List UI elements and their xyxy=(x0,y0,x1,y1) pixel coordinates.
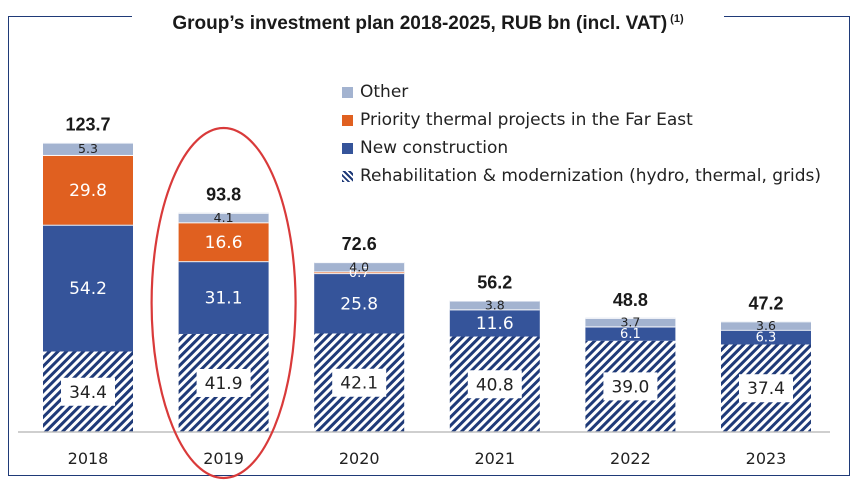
value-label-new_construction-2023: 6.3 xyxy=(756,331,777,346)
bar-segment-other-2020 xyxy=(314,262,405,272)
value-label-rehab-2021: 40.8 xyxy=(476,375,514,395)
total-label-2019: 93.8 xyxy=(206,185,241,205)
segment-divider-other-2021 xyxy=(449,300,540,302)
segment-divider-new_construction-2022 xyxy=(585,326,676,328)
legend-item-new-construction: New construction xyxy=(342,134,821,162)
value-label-far_east-2020: 0.7 xyxy=(349,266,370,281)
value-label-box-rehab-2019 xyxy=(196,368,251,397)
bar-segment-other-2022 xyxy=(585,317,676,327)
value-label-rehab-2018: 34.4 xyxy=(69,383,107,403)
legend-label-rehab: Rehabilitation & modernization (hydro, t… xyxy=(360,166,822,186)
title-footnote-mark: (1) xyxy=(670,13,684,25)
total-label-2018: 123.7 xyxy=(65,115,110,135)
bar-segment-other-2023 xyxy=(721,321,811,330)
legend-item-other: Other xyxy=(342,78,821,106)
bar-segment-new_construction-2020 xyxy=(314,273,405,334)
labels-layer: 34.4 54.2 29.8 5.3 123.7 2018 41.9 31.1 16.6 4.1 9… xyxy=(61,115,793,468)
legend-swatch-rehab xyxy=(342,170,353,182)
x-tick-label-2018: 2018 xyxy=(68,449,109,468)
bar-segment-new_construction-2021 xyxy=(449,309,540,337)
value-label-other-2022: 3.7 xyxy=(620,315,640,330)
chart-title: Group’s investment plan 2018-2025, RUB b… xyxy=(132,4,724,34)
x-tick-label-2020: 2020 xyxy=(339,449,380,468)
value-label-rehab-2020: 42.1 xyxy=(340,374,378,394)
legend-swatch-far-east xyxy=(342,114,353,126)
segment-divider-other-2023 xyxy=(721,321,811,323)
legend-item-far-east: Priority thermal projects in the Far Eas… xyxy=(342,106,821,134)
bar-segment-other-2018 xyxy=(43,142,133,155)
segment-divider-new_construction-2023 xyxy=(721,329,811,331)
total-label-2021: 56.2 xyxy=(477,272,512,292)
legend-label-new-construction: New construction xyxy=(360,138,509,158)
legend-swatch-other xyxy=(342,86,353,98)
value-label-rehab-2022: 39.0 xyxy=(611,377,649,397)
segment-divider-far_east-2018 xyxy=(43,154,133,156)
segment-divider-far_east-2020 xyxy=(314,271,405,273)
segment-divider-other-2018 xyxy=(43,142,133,144)
bar-segment-new_construction-2023 xyxy=(721,329,811,345)
total-label-2020: 72.6 xyxy=(342,234,377,254)
x-tick-label-2023: 2023 xyxy=(746,449,787,468)
legend: Other Priority thermal projects in the F… xyxy=(342,78,821,190)
segment-divider-new_construction-2021 xyxy=(449,309,540,311)
segment-divider-other-2020 xyxy=(314,262,405,264)
value-label-rehab-2019: 41.9 xyxy=(205,374,243,394)
total-label-2022: 48.8 xyxy=(613,290,648,310)
value-label-new_construction-2019: 31.1 xyxy=(205,289,243,309)
segment-divider-new_construction-2019 xyxy=(178,261,269,263)
value-label-rehab-2023: 37.4 xyxy=(747,379,785,399)
value-label-box-rehab-2020 xyxy=(332,368,387,397)
legend-label-far-east: Priority thermal projects in the Far Eas… xyxy=(360,110,693,130)
value-label-box-rehab-2021 xyxy=(467,370,522,399)
x-tick-label-2022: 2022 xyxy=(610,449,651,468)
value-label-other-2020: 4.0 xyxy=(349,259,369,274)
bar-segment-far_east-2018 xyxy=(43,154,133,225)
chart-title-text: Group’s investment plan 2018-2025, RUB b… xyxy=(172,13,668,34)
value-label-far_east-2018: 29.8 xyxy=(69,181,107,201)
bar-segment-new_construction-2018 xyxy=(43,224,133,352)
bar-segment-far_east-2019 xyxy=(178,222,269,262)
value-label-other-2023: 3.6 xyxy=(756,318,776,333)
segment-divider-other-2022 xyxy=(585,317,676,319)
bar-segment-other-2019 xyxy=(178,212,269,223)
bar-segment-new_construction-2019 xyxy=(178,261,269,334)
x-tick-label-2019: 2019 xyxy=(203,449,244,468)
value-label-other-2018: 5.3 xyxy=(78,141,98,156)
legend-swatch-new-construction xyxy=(342,142,353,154)
value-label-box-rehab-2018 xyxy=(61,377,115,406)
value-label-box-rehab-2022 xyxy=(603,372,658,401)
value-label-other-2019: 4.1 xyxy=(214,210,234,225)
highlight-ellipse-2019 xyxy=(150,126,297,480)
segment-divider-far_east-2019 xyxy=(178,222,269,224)
value-label-far_east-2019: 16.6 xyxy=(205,233,243,253)
segment-divider-new_construction-2020 xyxy=(314,273,405,275)
segment-divider-new_construction-2018 xyxy=(43,224,133,226)
legend-label-other: Other xyxy=(360,82,409,102)
total-label-2023: 47.2 xyxy=(748,293,783,313)
value-label-new_construction-2018: 54.2 xyxy=(69,279,107,299)
value-label-new_construction-2022: 6.1 xyxy=(620,327,641,342)
segment-divider-other-2019 xyxy=(178,212,269,214)
legend-item-rehab: Rehabilitation & modernization (hydro, t… xyxy=(342,162,821,190)
x-tick-label-2021: 2021 xyxy=(474,449,515,468)
bar-segment-other-2021 xyxy=(449,300,540,310)
value-label-new_construction-2021: 11.6 xyxy=(476,314,514,334)
value-label-box-rehab-2023 xyxy=(739,374,793,403)
value-label-other-2021: 3.8 xyxy=(485,297,505,312)
bar-segment-new_construction-2022 xyxy=(585,326,676,341)
value-label-new_construction-2020: 25.8 xyxy=(340,294,378,314)
